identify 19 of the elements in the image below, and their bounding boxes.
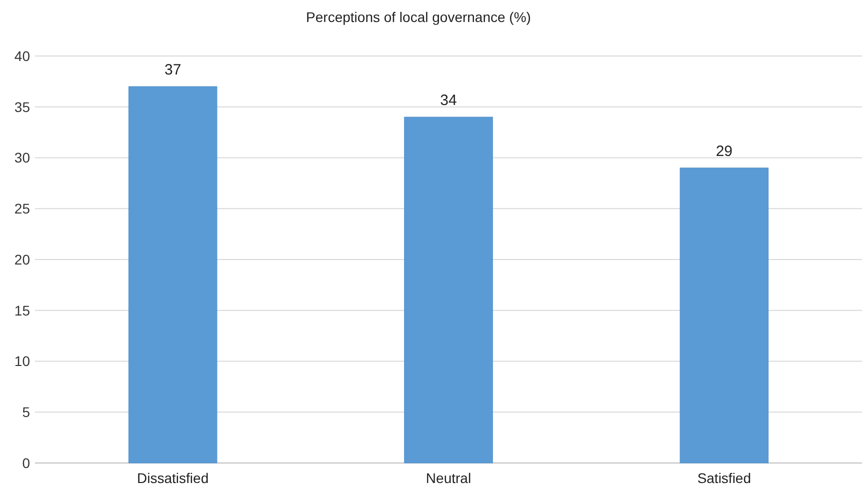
y-tick-label: 20 (14, 251, 30, 268)
data-label: 34 (440, 92, 457, 110)
x-tick-label: Satisfied (697, 470, 752, 486)
y-tick-label: 35 (14, 98, 30, 115)
bar (128, 86, 218, 464)
y-tick-label: 25 (14, 200, 30, 217)
data-label: 29 (716, 142, 733, 160)
data-label: 37 (164, 62, 182, 79)
chart-title: Perceptions of local governance (%) (306, 9, 531, 25)
y-tick-label: 0 (22, 454, 30, 471)
bar (404, 116, 493, 464)
x-tick-label: Dissatisfied (137, 470, 209, 486)
x-tick-label: Neutral (426, 470, 472, 486)
y-tick-label: 10 (14, 353, 30, 370)
y-tick-label: 30 (14, 150, 30, 166)
y-tick-label: 15 (14, 302, 30, 318)
y-tick-label: 5 (22, 404, 30, 420)
y-tick-label: 40 (14, 48, 30, 64)
bar (680, 168, 769, 464)
